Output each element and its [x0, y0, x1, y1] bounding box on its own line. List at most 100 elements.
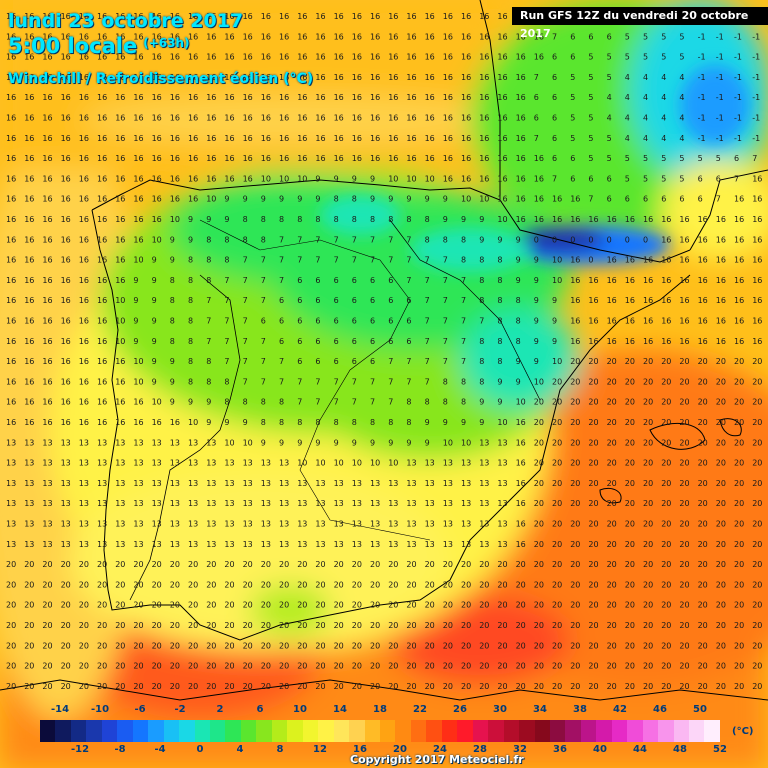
grid-value: 20 [698, 398, 708, 407]
grid-value: 6 [570, 32, 575, 41]
grid-value: 16 [115, 32, 125, 41]
grid-value: 16 [97, 114, 107, 123]
grid-value: 20 [206, 560, 216, 569]
grid-value: 16 [97, 296, 107, 305]
grid-value: 5 [588, 93, 593, 102]
grid-value: 13 [279, 479, 289, 488]
grid-value: 20 [206, 662, 216, 671]
grid-value: 20 [152, 580, 162, 589]
grid-value: 20 [570, 357, 580, 366]
grid-value: 16 [97, 398, 107, 407]
grid-value: 8 [243, 215, 248, 224]
grid-value: 8 [261, 215, 266, 224]
grid-value: 16 [334, 73, 344, 82]
grid-value: 5 [607, 154, 612, 163]
grid-value: 13 [6, 479, 16, 488]
grid-value: 8 [388, 418, 393, 427]
grid-value: 20 [534, 499, 544, 508]
grid-value: 13 [24, 499, 34, 508]
grid-value: 20 [115, 580, 125, 589]
grid-value: 20 [734, 459, 744, 468]
grid-value: 20 [516, 641, 526, 650]
grid-value: 0 [552, 235, 557, 244]
grid-value: 13 [170, 459, 180, 468]
grid-value: 16 [79, 337, 89, 346]
grid-value: 10 [115, 337, 125, 346]
grid-value: 20 [534, 682, 544, 691]
grid-value: 5 [588, 53, 593, 62]
grid-value: 16 [170, 134, 180, 143]
grid-value: 10 [552, 357, 562, 366]
grid-value: 16 [352, 134, 362, 143]
grid-value: 20 [516, 580, 526, 589]
legend-tick-label: -12 [70, 744, 90, 755]
grid-value: 13 [279, 520, 289, 529]
grid-value: 8 [170, 296, 175, 305]
grid-value: 20 [461, 580, 471, 589]
grid-value: 6 [679, 195, 684, 204]
grid-value: 10 [206, 195, 216, 204]
grid-value: 4 [661, 93, 666, 102]
grid-value: 13 [279, 540, 289, 549]
grid-value: 20 [552, 499, 562, 508]
grid-value: 20 [206, 601, 216, 610]
grid-value: 16 [679, 235, 689, 244]
grid-value: 6 [406, 317, 411, 326]
grid-value: 16 [6, 276, 16, 285]
legend-swatch [302, 720, 319, 742]
grid-value: 13 [388, 499, 398, 508]
grid-value: 20 [443, 662, 453, 671]
grid-value: 7 [752, 154, 757, 163]
grid-value: 16 [42, 235, 52, 244]
grid-value: 16 [534, 195, 544, 204]
grid-value: 16 [388, 73, 398, 82]
grid-value: 20 [406, 682, 416, 691]
grid-value: 16 [479, 73, 489, 82]
grid-value: 16 [643, 317, 653, 326]
grid-value: 20 [607, 601, 617, 610]
grid-value: 16 [115, 195, 125, 204]
grid-value: 6 [352, 357, 357, 366]
grid-value: 20 [643, 662, 653, 671]
grid-value: 13 [406, 520, 416, 529]
grid-value: 6 [297, 296, 302, 305]
grid-value: 5 [588, 134, 593, 143]
grid-value: 20 [625, 621, 635, 630]
grid-value: 8 [497, 296, 502, 305]
grid-value: 13 [388, 540, 398, 549]
grid-value: 13 [6, 459, 16, 468]
grid-value: 8 [224, 235, 229, 244]
grid-value: 16 [97, 317, 107, 326]
grid-value: 0 [534, 235, 539, 244]
grid-value: 7 [388, 398, 393, 407]
grid-value: 16 [479, 12, 489, 21]
grid-value: 20 [734, 662, 744, 671]
grid-value: 20 [243, 560, 253, 569]
grid-value: 20 [443, 621, 453, 630]
grid-value: 20 [24, 662, 34, 671]
grid-value: 16 [461, 53, 471, 62]
grid-value: 13 [97, 438, 107, 447]
grid-value: 16 [752, 235, 762, 244]
grid-value: 16 [734, 256, 744, 265]
grid-value: 16 [188, 154, 198, 163]
legend-swatch [40, 720, 56, 742]
grid-value: 20 [224, 641, 234, 650]
grid-value: 16 [79, 195, 89, 204]
legend-swatch [689, 720, 705, 742]
grid-value: 16 [79, 215, 89, 224]
grid-value: 6 [388, 337, 393, 346]
legend-swatch [148, 720, 164, 742]
grid-value: 16 [133, 53, 143, 62]
grid-value: 7 [370, 377, 375, 386]
grid-value: 7 [297, 235, 302, 244]
grid-value: 10 [534, 377, 544, 386]
grid-value: 20 [716, 479, 726, 488]
grid-value: 7 [315, 235, 320, 244]
grid-value: 16 [334, 134, 344, 143]
grid-value: 20 [315, 621, 325, 630]
grid-value: 6 [570, 154, 575, 163]
grid-value: 20 [661, 560, 671, 569]
grid-value: 20 [370, 560, 380, 569]
grid-value: 9 [279, 438, 284, 447]
